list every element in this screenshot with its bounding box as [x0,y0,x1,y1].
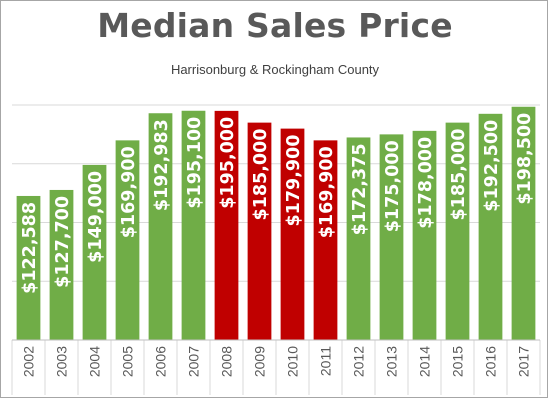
bar-2007 [181,110,206,340]
data-label-2012: $172,375 [350,143,370,235]
data-label-2004: $149,000 [86,171,106,263]
x-tick-label-2006: 2006 [153,346,169,377]
bar-2004 [82,164,107,340]
x-tick-label-2009: 2009 [252,346,268,377]
x-tick-label-2005: 2005 [120,346,136,377]
data-label-2006: $192,983 [152,119,172,211]
x-tick-label-2011: 2011 [318,346,334,376]
bar-2014 [412,130,437,340]
bar-2002 [16,195,41,340]
data-label-2013: $175,000 [383,140,403,232]
x-tick-label-2007: 2007 [186,346,202,377]
x-tick-label-2015: 2015 [450,346,466,377]
bar-2009 [247,122,272,340]
data-label-2005: $169,900 [119,146,139,238]
data-label-2003: $127,700 [53,196,73,288]
x-tick-label-2013: 2013 [384,346,400,377]
bar-2005 [115,140,140,340]
x-tick-label-2014: 2014 [417,346,433,377]
x-tick-label-2008: 2008 [219,346,235,377]
data-label-2017: $198,500 [515,113,535,205]
bar-2008 [214,110,239,340]
x-tick-label-2010: 2010 [285,346,301,377]
x-tick-label-2004: 2004 [87,346,103,377]
data-label-2008: $195,000 [218,117,238,209]
data-label-2016: $192,500 [482,120,502,212]
bar-2015 [445,122,470,340]
x-tick-label-2016: 2016 [483,346,499,377]
x-tick-label-2002: 2002 [21,346,37,377]
bar-2013 [379,134,404,340]
bar-2011 [313,140,338,340]
data-label-2015: $185,000 [449,129,469,221]
data-label-2007: $195,100 [185,117,205,209]
data-label-2009: $185,000 [251,129,271,221]
data-label-2011: $169,900 [317,146,337,238]
x-tick-label-2012: 2012 [351,346,367,377]
bar-2003 [49,189,74,340]
bar-2012 [346,137,371,340]
data-label-2002: $122,588 [20,202,40,294]
bar-2016 [478,113,503,340]
data-label-2010: $179,900 [284,135,304,227]
chart-title: Median Sales Price [97,6,453,45]
chart-subtitle: Harrisonburg & Rockingham County [170,62,380,77]
x-tick-label-2003: 2003 [54,346,70,377]
data-label-2014: $178,000 [416,137,436,229]
x-tick-label-2017: 2017 [516,346,532,377]
bar-2017 [511,106,536,340]
bar-2010 [280,128,305,340]
bar-2006 [148,113,173,341]
